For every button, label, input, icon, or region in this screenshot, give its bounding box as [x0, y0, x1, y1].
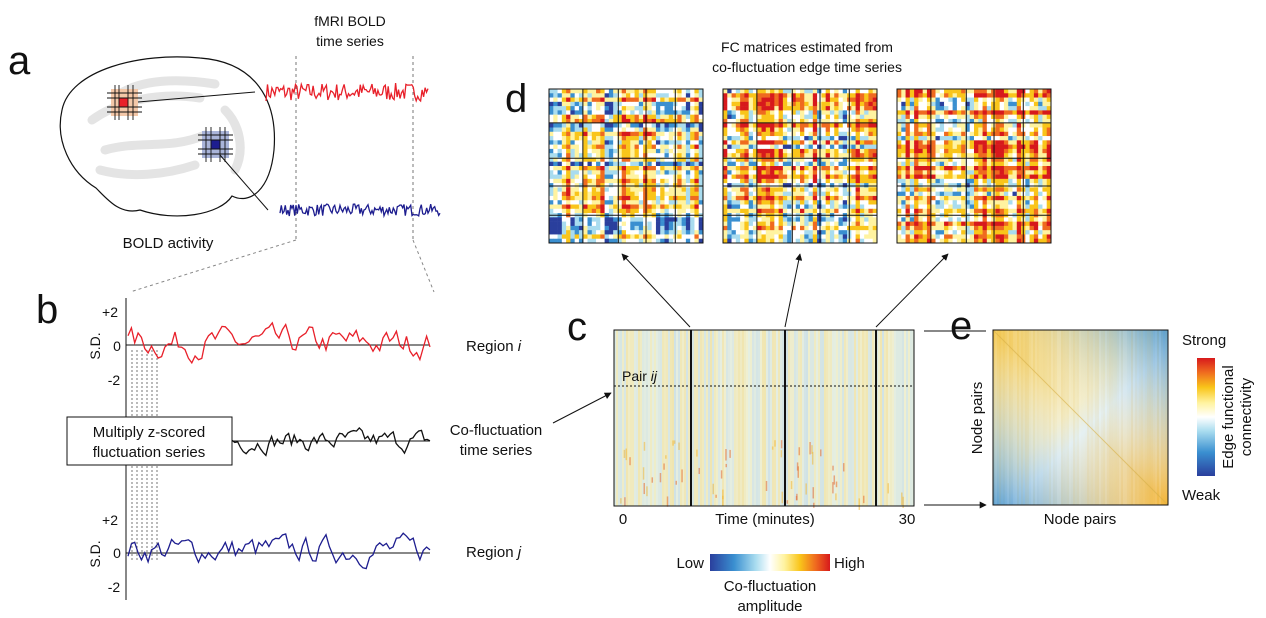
panel-label-c: c — [567, 305, 587, 349]
bold-title-line2: time series — [316, 33, 384, 49]
edge-fc-matrix — [992, 329, 1169, 506]
bold-title-line1: fMRI BOLD — [314, 13, 386, 29]
zscore-series-region-i — [127, 321, 431, 365]
panel-label-e: e — [950, 304, 972, 348]
arrow-to-matrix-3 — [875, 253, 949, 328]
region-i-label: Region i — [466, 338, 522, 355]
e-x-label: Node pairs — [1044, 511, 1117, 528]
y-label-sd-j: S.D. — [87, 540, 103, 567]
zoom-line-right — [412, 239, 435, 293]
c-x-label: Time (minutes) — [715, 511, 814, 528]
pair-ij-label: Pair ij — [622, 368, 658, 384]
cofluct-label-line2: time series — [460, 442, 533, 459]
tick-minus2-i: -2 — [108, 372, 121, 388]
bold-series-region-i — [265, 81, 429, 103]
e-y-label: Node pairs — [969, 382, 986, 455]
bold-series-region-j — [279, 202, 441, 219]
tick-minus2-j: -2 — [108, 579, 121, 595]
zoom-line-left — [129, 239, 297, 293]
edge-timeseries-heatmap — [613, 329, 915, 510]
colorbar-strong: Strong — [1182, 332, 1226, 349]
e-colorbar-title-line2: connectivity — [1238, 377, 1255, 456]
fc-matrix-2 — [722, 88, 878, 244]
tick-0-i: 0 — [113, 338, 121, 354]
cofluctuation-series — [231, 426, 431, 457]
panel-label-b: b — [36, 288, 58, 332]
cofluct-label-line1: Co-fluctuation — [450, 422, 543, 439]
multiply-box-line1: Multiply z-scored — [93, 424, 206, 441]
brain-caption: BOLD activity — [123, 235, 214, 252]
connector-line-i — [137, 91, 256, 103]
tick-plus2-i: +2 — [102, 304, 118, 320]
colorbar-low: Low — [676, 555, 704, 572]
region-j-voxel — [211, 140, 220, 149]
multiply-box — [66, 416, 233, 466]
panel-label-d: d — [505, 77, 527, 121]
arrow-to-matrix-2 — [784, 253, 803, 328]
cofluct-colorbar — [710, 554, 830, 571]
arrow-to-edge-heatmap — [552, 392, 612, 424]
brain-illustration — [59, 56, 276, 217]
arrow-to-matrix-1 — [621, 253, 691, 328]
colorbar-title-line1: Co-fluctuation — [724, 578, 817, 595]
d-title-line1: FC matrices estimated from — [721, 39, 893, 55]
e-colorbar-title-line1: Edge functional — [1220, 365, 1237, 468]
colorbar-weak: Weak — [1182, 487, 1221, 504]
region-j-label: Region j — [466, 544, 522, 561]
tick-0-j: 0 — [113, 545, 121, 561]
y-label-sd-i: S.D. — [87, 332, 103, 359]
fc-matrix-1 — [548, 88, 704, 244]
colorbar-high: High — [834, 555, 865, 572]
c-x-end: 30 — [899, 511, 916, 528]
zscore-series-region-j — [127, 532, 431, 570]
tick-plus2-j: +2 — [102, 512, 118, 528]
c-x-start: 0 — [619, 511, 627, 528]
multiply-box-line2: fluctuation series — [93, 444, 206, 461]
d-title-line2: co-fluctuation edge time series — [712, 59, 902, 75]
panel-label-a: a — [8, 39, 31, 83]
connector-line-j — [219, 154, 269, 211]
region-i-voxel — [119, 98, 128, 107]
fc-matrix-3 — [896, 88, 1052, 244]
colorbar-title-line2: amplitude — [737, 598, 802, 615]
edge-fc-colorbar — [1197, 358, 1215, 476]
